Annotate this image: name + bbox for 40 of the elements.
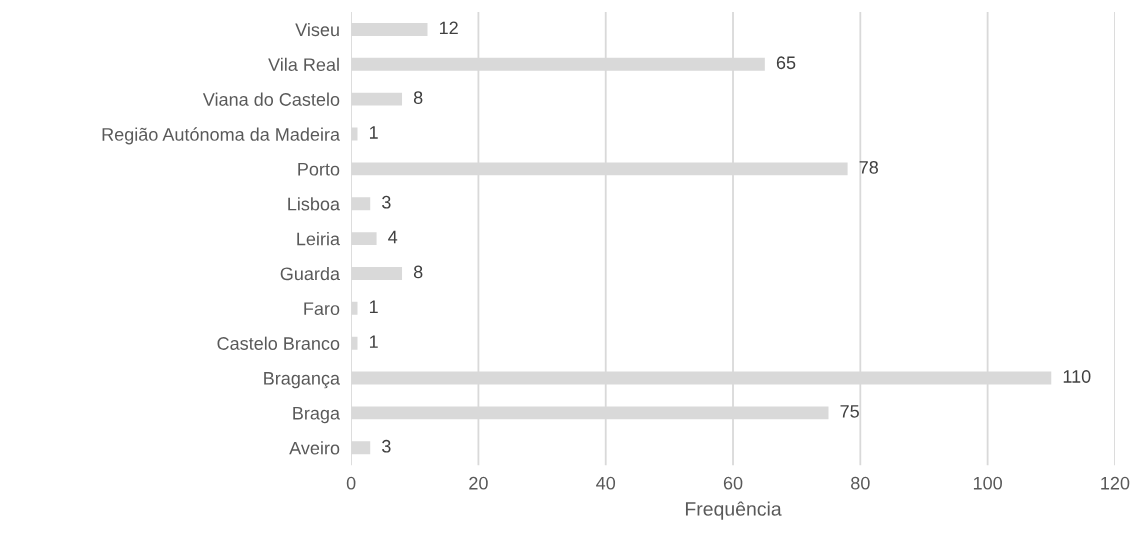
data-label: 3 [382,439,391,453]
data-label: 4 [388,230,398,244]
data-label: 1 [369,126,378,139]
y-tick-label: Braga [293,407,341,424]
y-tick-label: Faro [304,302,340,316]
bar [351,441,371,455]
data-label: 1 [369,300,378,313]
bar [351,92,403,106]
x-tick-label: 80 [851,476,870,490]
data-label: 65 [776,56,796,70]
y-tick-label: Lisboa [288,197,341,211]
y-tick-label: Bragança [264,372,341,389]
data-label: 110 [1063,370,1091,383]
data-label: 78 [859,160,878,174]
x-tick-label: 120 [1101,476,1130,490]
data-label: 3 [382,195,391,209]
y-tick-label: Porto [298,163,340,176]
bar [351,22,428,36]
x-tick-label: 100 [973,476,1002,490]
y-tick-label: Viana do Castelo [202,92,340,106]
x-tick-label: 20 [469,476,488,490]
x-tick-label: 40 [596,476,616,490]
y-tick-label: Castelo Branco [217,336,340,350]
data-label: 8 [413,91,423,105]
bar [351,267,403,280]
x-tick-label: 60 [723,476,743,490]
data-label: 8 [413,265,423,279]
data-label: 75 [840,405,859,418]
x-axis-title: Frequência [685,501,782,520]
y-tick-label: Região Autónoma da Madeira [102,127,341,145]
y-tick-label: Leiria [297,232,341,246]
y-tick-label: Viseu [295,22,339,37]
bar [351,197,371,211]
data-label: 12 [439,21,458,35]
y-tick-label: Vila Real [268,57,339,72]
data-label: 1 [369,335,378,348]
x-tick-label: 0 [346,476,356,490]
bar [351,232,377,246]
y-tick-label: Aveiro [289,441,340,455]
y-tick-label: Guarda [280,266,341,281]
